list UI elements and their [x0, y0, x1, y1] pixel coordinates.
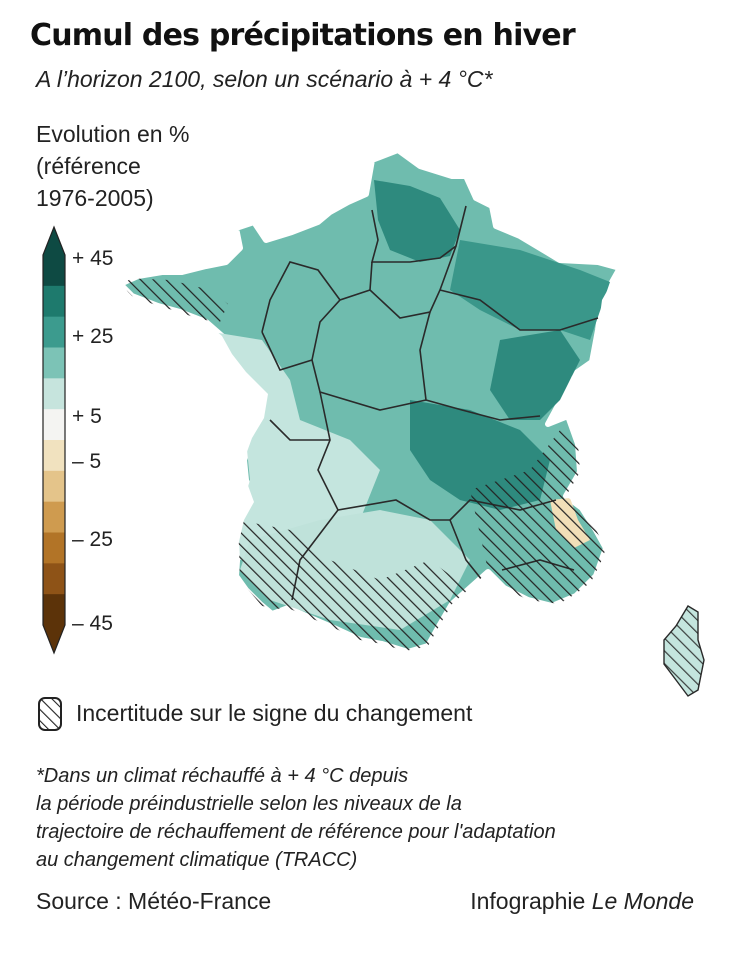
scale-arrow-bottom	[43, 625, 65, 653]
legend-title: Evolution en % (référence 1976-2005)	[36, 118, 189, 214]
scale-band	[43, 378, 65, 410]
footnote-line: au changement climatique (TRACC)	[36, 849, 358, 871]
chart-title: Cumul des précipitations en hiver	[30, 18, 576, 53]
uncertainty-hatching	[120, 278, 606, 652]
hatch-legend-swatch	[38, 697, 62, 731]
chart-subtitle: A l’horizon 2100, selon un scénario à + …	[36, 66, 493, 92]
hatch-legend-label: Incertitude sur le signe du changement	[76, 700, 473, 726]
scale-band	[43, 316, 65, 348]
legend-tick: + 45	[72, 247, 114, 270]
footnote-line: trajectoire de réchauffement de référenc…	[36, 821, 556, 843]
scale-band	[43, 440, 65, 472]
legend-tick: – 5	[72, 450, 102, 473]
scale-band	[43, 347, 65, 379]
footnote: *Dans un climat réchauffé à + 4 °C depui…	[36, 762, 556, 874]
scale-band	[43, 470, 65, 503]
legend-tick: + 25	[72, 325, 114, 348]
scale-band	[43, 501, 65, 533]
scale-outline	[42, 225, 66, 655]
strong-zone-northeast	[450, 240, 610, 340]
region-borders	[261, 205, 599, 601]
footnote-line: *Dans un climat réchauffé à + 4 °C depui…	[36, 765, 409, 787]
infographic-credit: Infographie Le Monde	[470, 888, 694, 915]
strong-zone-east	[490, 330, 580, 420]
credit-name: Le Monde	[591, 888, 694, 914]
legend-tick: – 45	[72, 612, 113, 635]
hatch-zone-corsica	[664, 606, 704, 696]
hatch-zone-brittany	[120, 278, 228, 322]
scale-band	[43, 409, 65, 441]
credit-prefix: Infographie	[470, 888, 592, 914]
source-credit: Source : Météo-France	[36, 888, 272, 914]
legend-tick: – 25	[72, 528, 113, 551]
hatch-zone-southeast	[470, 430, 606, 604]
hatch-zone-southwest	[238, 520, 470, 652]
scale-band	[43, 532, 65, 564]
legend-title-line: (référence	[36, 153, 141, 179]
scale-band	[43, 563, 65, 595]
france-precipitation-map	[117, 150, 705, 697]
legend-title-line: Evolution en %	[36, 121, 190, 147]
strong-zone-north	[374, 180, 460, 262]
legend-title-line: 1976-2005)	[36, 185, 154, 211]
scale-band	[43, 255, 65, 287]
legend-tick: + 5	[72, 405, 102, 428]
scale-band	[43, 594, 65, 626]
footnote-line: la période préindustrielle selon les niv…	[36, 793, 462, 815]
scale-band	[43, 285, 65, 318]
color-scale-legend	[42, 225, 66, 655]
scale-arrow-top	[43, 227, 65, 255]
